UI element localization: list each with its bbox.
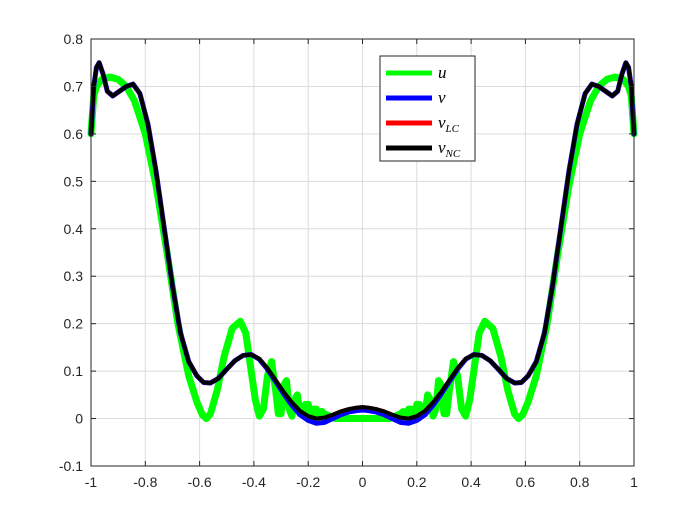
x-tick-label: -1 (85, 474, 98, 490)
legend-label-symbol: v (438, 88, 446, 107)
y-tick-labels: -0.1 0 0.1 0.2 0.3 0.4 0.5 0.6 0.7 0.8 (59, 31, 83, 474)
y-tick-label: 0.3 (64, 268, 84, 284)
legend-label-subscript: LC (445, 123, 460, 135)
legend-label-symbol: v (438, 138, 446, 157)
y-tick-label: 0.4 (64, 221, 84, 237)
x-tick-labels: -1 -0.8 -0.6 -0.4 -0.2 0 0.2 0.4 0.6 0.8 1 (85, 474, 638, 490)
legend-label-symbol: v (438, 113, 446, 132)
legend-label: vNC (438, 138, 461, 160)
legend-label: vLC (438, 113, 460, 135)
x-tick-label: 0.4 (461, 474, 481, 490)
y-tick-label: 0.5 (64, 173, 84, 189)
x-tick-label: 1 (630, 474, 638, 490)
series-line-u (87, 73, 638, 423)
x-tick-label: -0.2 (296, 474, 320, 490)
legend-label: v (438, 88, 446, 107)
x-tick-label: 0.2 (407, 474, 427, 490)
tick-marks (90, 38, 635, 467)
legend-label-subscript: NC (445, 148, 461, 160)
x-tick-label: -0.8 (133, 474, 157, 490)
y-tick-label: -0.1 (59, 458, 83, 474)
y-tick-label: 0.7 (64, 78, 84, 94)
y-tick-label: 0.8 (64, 31, 84, 47)
x-tick-label: 0 (359, 474, 367, 490)
x-tick-label: -0.6 (188, 474, 212, 490)
series-line-v-nc (89, 60, 636, 421)
series-lines (87, 60, 638, 426)
x-tick-label: 0.8 (570, 474, 590, 490)
x-tick-label: 0.6 (516, 474, 536, 490)
y-tick-label: 0 (75, 411, 83, 427)
y-tick-label: 0.1 (64, 363, 84, 379)
legend-label: u (438, 63, 447, 82)
y-tick-label: 0.6 (64, 126, 84, 142)
y-tick-label: 0.2 (64, 316, 84, 332)
x-tick-label: -0.4 (242, 474, 266, 490)
legend-label-symbol: u (438, 63, 447, 82)
